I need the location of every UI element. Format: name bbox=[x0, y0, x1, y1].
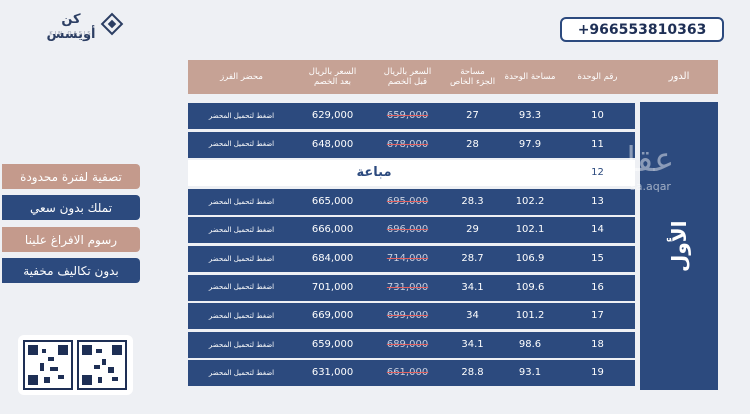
table-cell: 695,000 bbox=[386, 195, 429, 207]
row-bg bbox=[188, 274, 635, 301]
table-cell: 29 bbox=[466, 224, 479, 236]
table-cell: 34.1 bbox=[461, 281, 484, 293]
table-cell: 659,000 bbox=[311, 338, 354, 350]
table-cell: 684,000 bbox=[311, 253, 354, 264]
row-bg bbox=[188, 160, 635, 187]
floor-band bbox=[640, 102, 718, 390]
download-link[interactable]: اضغط لتحميل المحضر bbox=[208, 197, 275, 206]
download-link[interactable]: اضغط لتحميل المحضر bbox=[208, 226, 275, 235]
table-cell: 665,000 bbox=[311, 195, 354, 207]
download-link[interactable]: اضغط لتحميل المحضر bbox=[208, 340, 275, 349]
header-line: بعد الخصم bbox=[313, 77, 352, 87]
table-cell: 34 bbox=[466, 310, 479, 322]
header-cell: السعر بالريال بعد الخصم bbox=[295, 60, 370, 94]
badge: تملك بدون سعي bbox=[2, 195, 140, 220]
download-link[interactable]: اضغط لتحميل المحضر bbox=[208, 369, 275, 378]
phone: +966553810363 bbox=[560, 17, 724, 42]
table-cell: 28.3 bbox=[461, 195, 484, 207]
header-line: السعر بالريال bbox=[383, 66, 432, 77]
table-cell: 102.2 bbox=[515, 195, 545, 207]
table-cell: 699,000 bbox=[386, 310, 429, 322]
table-cell: 19 bbox=[591, 367, 604, 379]
header-cell: مساحة الجزء الخاص bbox=[445, 60, 500, 94]
download-link[interactable]: اضغط لتحميل المحضر bbox=[208, 140, 275, 149]
header-line: السعر بالريال bbox=[308, 66, 357, 77]
sold-label: مباعة bbox=[356, 165, 392, 181]
download-link[interactable]: اضغط لتحميل المحضر bbox=[208, 111, 275, 120]
table-cell: 14 bbox=[591, 224, 604, 236]
table-cell: 93.1 bbox=[518, 367, 542, 379]
table-cell: 17 bbox=[591, 310, 604, 322]
table-cell: 18 bbox=[591, 338, 604, 350]
row-bg bbox=[188, 103, 635, 129]
table-cell: 34.1 bbox=[461, 338, 484, 350]
table-cell: 701,000 bbox=[311, 281, 354, 293]
header-line: الجزء الخاص bbox=[449, 77, 496, 87]
table-cell: 714,000 bbox=[386, 253, 429, 264]
row-bg bbox=[188, 131, 635, 158]
table-cell: 16 bbox=[591, 281, 604, 293]
table-cell: 661,000 bbox=[386, 367, 429, 379]
header-line: مساحة الوحدة bbox=[504, 71, 556, 82]
header-line: رقم الوحدة bbox=[577, 71, 618, 82]
header-cell: رقم الوحدة bbox=[560, 60, 635, 94]
row-bg bbox=[188, 188, 635, 215]
row-bg bbox=[188, 331, 635, 358]
table-cell: 93.3 bbox=[518, 110, 542, 121]
table-cell: 15 bbox=[591, 253, 604, 264]
download-link[interactable]: اضغط لتحميل المحضر bbox=[208, 283, 275, 292]
watermark-url: sa.aqar bbox=[630, 180, 671, 193]
header-line: قبل الخصم bbox=[387, 77, 428, 87]
logo-text: كن أويسس bbox=[46, 12, 96, 42]
header-cell: الدور bbox=[668, 71, 690, 82]
badge: بدون تكاليف مخفية bbox=[2, 258, 140, 283]
watermark: عقار bbox=[610, 140, 675, 180]
table-cell: 11 bbox=[591, 138, 604, 150]
row-bg bbox=[188, 217, 635, 244]
table-cell: 98.6 bbox=[518, 338, 542, 350]
table-cell: 10 bbox=[591, 110, 604, 121]
table-cell: 696,000 bbox=[386, 224, 429, 236]
table-cell: 102.1 bbox=[515, 224, 545, 236]
table-cell: 97.9 bbox=[518, 138, 542, 150]
table-cell: 28.8 bbox=[461, 367, 484, 379]
header-bar bbox=[188, 60, 718, 94]
table-cell: 106.9 bbox=[515, 253, 545, 264]
table-cell: 109.6 bbox=[515, 281, 545, 293]
download-link[interactable]: اضغط لتحميل المحضر bbox=[208, 254, 275, 263]
logo-subtext: KIN OASIS bbox=[49, 31, 93, 37]
table-cell: 27 bbox=[466, 110, 479, 121]
table-cell: 631,000 bbox=[311, 367, 354, 379]
header-cell: محضر الفرز bbox=[188, 60, 295, 94]
table-cell: 13 bbox=[591, 195, 604, 207]
unit-cell: 12 bbox=[591, 167, 604, 179]
table-cell: 669,000 bbox=[311, 310, 354, 322]
row-bg bbox=[188, 246, 635, 272]
table-cell: 659,000 bbox=[386, 110, 429, 121]
header-cell: مساحة الوحدة bbox=[500, 60, 560, 94]
row-bg bbox=[188, 360, 635, 387]
header-line: مساحة bbox=[460, 66, 485, 77]
table-cell: 648,000 bbox=[311, 138, 354, 150]
table-cell: 689,000 bbox=[386, 338, 429, 350]
badge: تصفية لفترة محدودة bbox=[2, 164, 140, 189]
qr-codes bbox=[18, 335, 133, 395]
table-cell: 101.2 bbox=[515, 310, 545, 322]
header-line: محضر الفرز bbox=[220, 71, 263, 82]
table-cell: 731,000 bbox=[386, 281, 429, 293]
table-cell: 629,000 bbox=[311, 110, 354, 121]
row-bg bbox=[188, 303, 635, 330]
download-link[interactable]: اضغط لتحميل المحضر bbox=[208, 311, 275, 320]
table-cell: 28 bbox=[466, 138, 479, 150]
table-cell: 678,000 bbox=[386, 138, 429, 150]
logo-icon bbox=[100, 12, 124, 36]
table-cell: 28.7 bbox=[461, 253, 484, 264]
badge: رسوم الافراغ علينا bbox=[2, 227, 140, 252]
table-cell: 666,000 bbox=[311, 224, 354, 236]
header-cell: السعر بالريال قبل الخصم bbox=[370, 60, 445, 94]
